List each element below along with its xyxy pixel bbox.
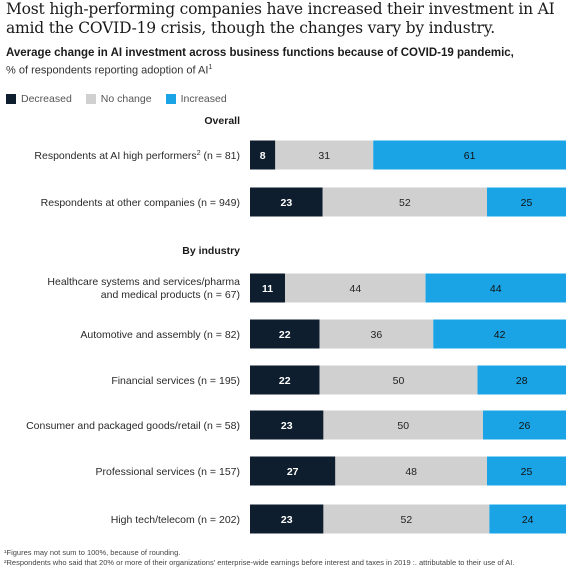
- bar-segment-high-tech-telecom-n-202-decreased: [250, 504, 324, 534]
- stacked-bar-chart: Overall Respondents at AI high performers…: [26, 115, 566, 534]
- data-label-respondents-at-other-companies-decreased: 23: [280, 197, 292, 209]
- chart-title: Most high-performing companies have incr…: [6, 0, 555, 37]
- data-label-healthcare-systems-and-service-increased: 44: [490, 283, 502, 295]
- row-label-automotive-and-assembly-n-82: Automotive and assembly (n = 82): [80, 329, 240, 341]
- footnote-2: ²Respondents who said that 20% or more o…: [4, 558, 515, 567]
- bar-segment-high-tech-telecom-n-202-no-change: [323, 504, 490, 534]
- data-label-automotive-and-assembly-n-82-no-change: 36: [371, 329, 383, 341]
- bar-segment-high-tech-telecom-n-202-increased: [489, 504, 566, 534]
- bar-segment-healthcare-systems-and-service-no-change: [285, 273, 426, 303]
- legend-swatch-increased: [165, 94, 176, 104]
- group-heading-by-industry: By industry: [182, 245, 240, 257]
- bar-segment-professional-services-n-157-no-change: [335, 456, 487, 486]
- bar-segment-automotive-and-assembly-n-82-decreased: [250, 319, 320, 349]
- row-label-professional-services-n-157: Professional services (n = 157): [96, 466, 240, 478]
- data-label-consumer-and-packaged-goods-re-decreased: 23: [281, 420, 293, 432]
- row-label-respondents-at-other-companies: Respondents at other companies (n = 949): [41, 197, 240, 209]
- chart-subtitle-note: % of respondents reporting adoption of A…: [6, 61, 566, 78]
- data-label-respondents-at-ai-high-perform-no-change: 31: [318, 150, 330, 162]
- data-label-professional-services-n-157-decreased: 27: [287, 466, 299, 478]
- subtitle-note-sup: 1: [208, 64, 213, 71]
- data-label-high-tech-telecom-n-202-decreased: 23: [281, 514, 293, 526]
- data-label-automotive-and-assembly-n-82-increased: 42: [494, 329, 506, 341]
- data-label-consumer-and-packaged-goods-re-no-change: 50: [397, 420, 409, 432]
- footnotes: ¹Figures may not sum to 100%, because of…: [4, 548, 570, 568]
- bar-segment-professional-services-n-157-decreased: [250, 456, 336, 486]
- legend-label-increased: Increased: [180, 93, 227, 105]
- bar-segment-respondents-at-other-companies-decreased: [250, 187, 323, 217]
- data-label-professional-services-n-157-increased: 25: [521, 466, 533, 478]
- data-label-high-tech-telecom-n-202-increased: 24: [522, 514, 534, 526]
- legend-item-decreased: Decreased: [6, 93, 72, 105]
- data-label-healthcare-systems-and-service-no-change: 44: [349, 283, 361, 295]
- row-label-consumer-and-packaged-goods-re: Consumer and packaged goods/retail (n = …: [26, 420, 240, 432]
- bar-segment-consumer-and-packaged-goods-re-no-change: [323, 410, 484, 440]
- data-label-respondents-at-ai-high-perform-increased: 61: [464, 150, 476, 162]
- chart-legend: Decreased No change Increased: [6, 92, 241, 106]
- bar-segment-financial-services-n-195-decreased: [250, 365, 320, 395]
- subtitle-note-text: % of respondents reporting adoption of A…: [6, 64, 209, 77]
- data-label-respondents-at-other-companies-increased: 25: [521, 197, 533, 209]
- legend-swatch-no-change: [85, 94, 96, 104]
- row-label-high-tech-telecom-n-202: High tech/telecom (n = 202): [111, 514, 240, 526]
- data-label-respondents-at-ai-high-perform-decreased: 8: [260, 150, 266, 162]
- row-label-financial-services-n-195: Financial services (n = 195): [111, 375, 240, 387]
- data-label-automotive-and-assembly-n-82-decreased: 22: [279, 329, 291, 341]
- bar-segment-automotive-and-assembly-n-82-increased: [433, 319, 566, 349]
- chart-subtitle: Average change in AI investment across b…: [6, 47, 514, 59]
- data-label-respondents-at-other-companies-no-change: 52: [399, 197, 411, 209]
- row-label-healthcare-systems-and-service: Healthcare systems and services/pharma an…: [47, 276, 240, 301]
- data-label-financial-services-n-195-increased: 28: [516, 375, 528, 387]
- footnote-1: ¹Figures may not sum to 100%, because of…: [4, 548, 181, 557]
- group-heading-overall: Overall: [204, 115, 240, 127]
- bar-segment-automotive-and-assembly-n-82-no-change: [319, 319, 434, 349]
- bar-segment-healthcare-systems-and-service-increased: [425, 273, 566, 303]
- bar-segment-respondents-at-other-companies-increased: [487, 187, 566, 217]
- bar-segment-financial-services-n-195-no-change: [319, 365, 478, 395]
- legend-swatch-decreased: [6, 94, 16, 104]
- row-label-respondents-at-ai-high-perform: Respondents at AI high performers2 (n = …: [34, 150, 240, 162]
- data-label-financial-services-n-195-decreased: 22: [279, 375, 291, 387]
- legend-item-increased: Increased: [165, 93, 227, 105]
- legend-label-decreased: Decreased: [21, 93, 72, 105]
- data-label-financial-services-n-195-no-change: 50: [393, 375, 405, 387]
- data-label-high-tech-telecom-n-202-no-change: 52: [401, 514, 413, 526]
- bar-segment-consumer-and-packaged-goods-re-increased: [483, 410, 566, 440]
- bar-segment-respondents-at-ai-high-perform-no-change: [275, 140, 374, 170]
- bar-segment-professional-services-n-157-increased: [487, 456, 566, 486]
- bar-segment-healthcare-systems-and-service-decreased: [250, 273, 286, 303]
- bar-segment-respondents-at-ai-high-perform-increased: [373, 140, 566, 170]
- bar-segment-consumer-and-packaged-goods-re-decreased: [250, 410, 324, 440]
- legend-item-no-change: No change: [85, 93, 152, 105]
- bar-segment-financial-services-n-195-increased: [477, 365, 566, 395]
- bar-segment-respondents-at-other-companies-no-change: [322, 187, 487, 217]
- data-label-consumer-and-packaged-goods-re-increased: 26: [519, 420, 531, 432]
- data-label-healthcare-systems-and-service-decreased: 11: [262, 283, 273, 295]
- bar-segment-respondents-at-ai-high-perform-decreased: [250, 140, 276, 170]
- data-label-professional-services-n-157-no-change: 48: [405, 466, 417, 478]
- legend-label-no-change: No change: [100, 93, 152, 105]
